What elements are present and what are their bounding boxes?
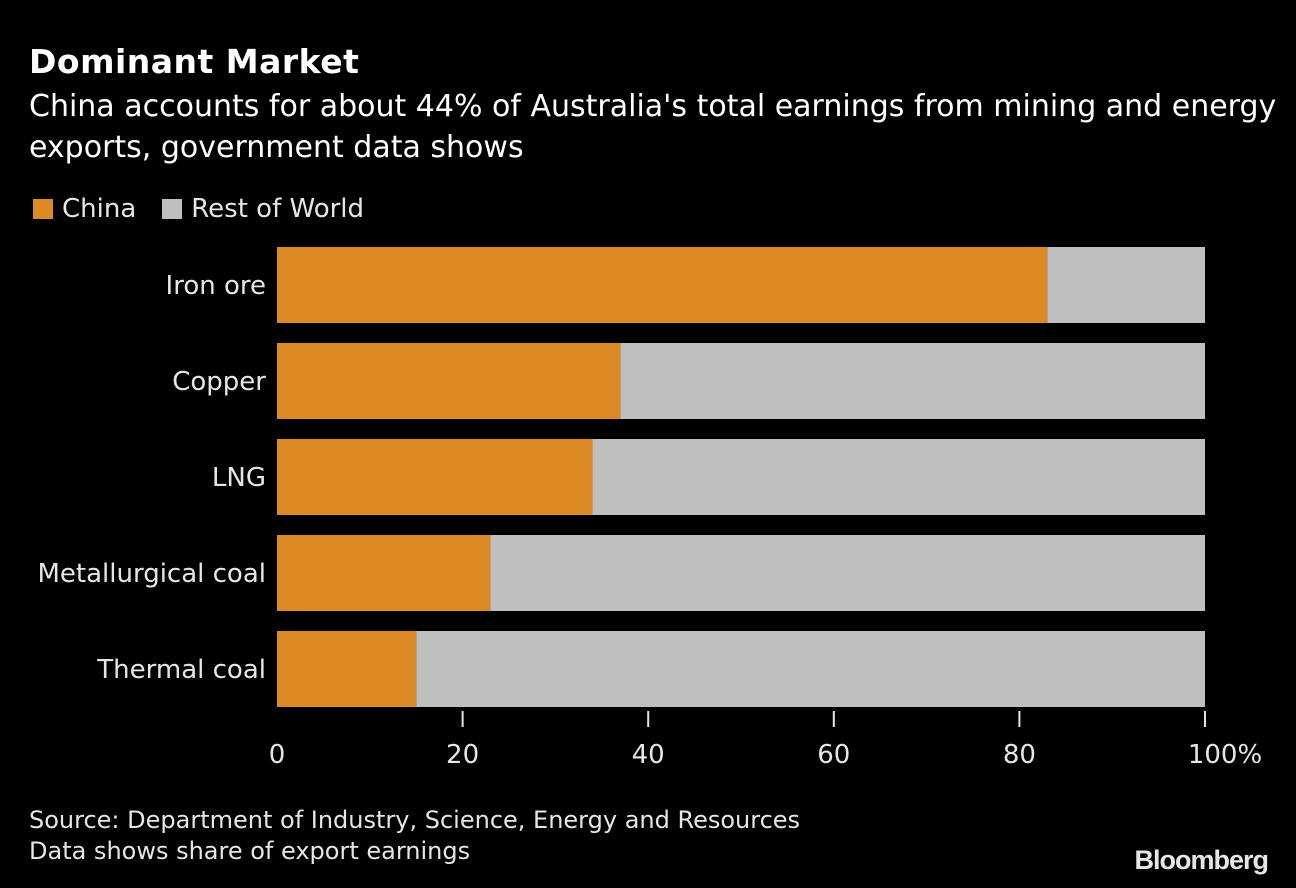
bar-china-thermal-coal [277, 631, 417, 707]
bar-china-copper [277, 343, 621, 419]
x-tick-label-0: 0 [269, 740, 286, 770]
chart-subtitle: China accounts for about 44% of Australi… [29, 89, 1277, 165]
legend: China Rest of World [33, 194, 390, 224]
legend-label-rest-of-world: Rest of World [191, 194, 365, 224]
bar-china-metallurgical-coal [277, 535, 491, 611]
bar-china-iron-ore [277, 247, 1048, 323]
x-tick-label-60: 60 [817, 740, 850, 770]
data-note: Data shows share of export earnings [29, 837, 471, 865]
legend-swatch-china [33, 199, 53, 219]
x-tick-label-80: 80 [1003, 740, 1036, 770]
bar-rest-of-world-lng [592, 439, 1205, 515]
legend-swatch-rest-of-world [162, 199, 183, 219]
legend-item-rest-of-world: Rest of World [162, 194, 364, 224]
bar-rest-of-world-copper [620, 343, 1205, 419]
source-note: Source: Department of Industry, Science,… [29, 806, 801, 834]
category-label-thermal-coal: Thermal coal [96, 655, 266, 685]
category-label-lng: LNG [212, 463, 266, 493]
category-label-copper: Copper [172, 367, 266, 397]
x-tick-label-100: 100% [1188, 740, 1262, 770]
legend-label-china: China [62, 194, 137, 224]
bloomberg-logo: Bloomberg [1134, 845, 1269, 875]
legend-item-china: China [33, 194, 136, 224]
category-label-iron-ore: Iron ore [166, 271, 266, 301]
bar-rest-of-world-iron-ore [1047, 247, 1205, 323]
bar-rest-of-world-metallurgical-coal [490, 535, 1205, 611]
category-label-metallurgical-coal: Metallurgical coal [37, 559, 266, 589]
chart-title: Dominant Market [29, 42, 360, 81]
bar-rest-of-world-thermal-coal [416, 631, 1205, 707]
footer: Source: Department of Industry, Science,… [29, 805, 800, 867]
x-tick-label-20: 20 [446, 740, 479, 770]
x-tick-label-40: 40 [632, 740, 665, 770]
bar-china-lng [277, 439, 593, 515]
